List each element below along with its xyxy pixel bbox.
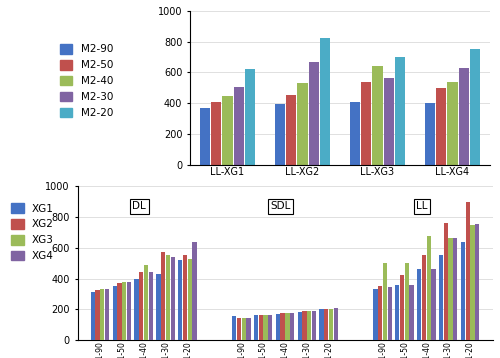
Bar	[350, 102, 360, 165]
Bar	[312, 311, 316, 340]
Bar	[400, 275, 404, 340]
Bar	[361, 82, 372, 165]
Bar	[439, 255, 443, 340]
Bar	[395, 285, 400, 340]
Bar	[161, 252, 166, 340]
Bar	[200, 108, 210, 165]
Bar	[148, 272, 153, 340]
Bar	[178, 260, 182, 340]
Bar	[166, 255, 170, 340]
Bar	[237, 318, 241, 340]
Bar	[264, 315, 268, 340]
Bar	[308, 62, 319, 165]
Bar	[436, 88, 446, 165]
Bar	[426, 236, 431, 340]
Bar	[448, 238, 452, 340]
Bar	[410, 285, 414, 340]
Bar	[234, 87, 244, 165]
Bar	[90, 292, 95, 340]
Bar	[475, 224, 480, 340]
Bar	[242, 318, 246, 340]
Bar	[105, 289, 109, 340]
Text: LL: LL	[416, 201, 428, 211]
Text: DL: DL	[132, 201, 146, 211]
Bar	[448, 82, 458, 165]
Bar	[470, 49, 480, 165]
Bar	[232, 316, 236, 340]
Bar	[320, 309, 324, 340]
Bar	[374, 289, 378, 340]
Text: SDL: SDL	[270, 201, 291, 211]
Bar	[334, 308, 338, 340]
Text: (a): (a)	[331, 199, 349, 212]
Bar	[417, 269, 422, 340]
Bar	[183, 256, 187, 340]
Bar	[458, 68, 469, 165]
Bar	[404, 263, 409, 340]
Bar	[100, 289, 104, 340]
Legend: M2-90, M2-50, M2-40, M2-30, M2-20: M2-90, M2-50, M2-40, M2-30, M2-20	[58, 42, 115, 120]
Legend: XG1, XG2, XG3, XG4: XG1, XG2, XG3, XG4	[9, 201, 56, 263]
Bar	[144, 265, 148, 340]
Bar	[388, 287, 392, 340]
Bar	[188, 258, 192, 340]
Bar	[222, 96, 232, 165]
Bar	[192, 242, 196, 340]
Bar	[268, 315, 272, 340]
Bar	[453, 238, 458, 340]
Bar	[286, 95, 296, 165]
Bar	[254, 315, 258, 340]
Bar	[96, 290, 100, 340]
Bar	[422, 256, 426, 340]
Bar	[329, 309, 333, 340]
Bar	[290, 313, 294, 340]
Bar	[324, 309, 328, 340]
Bar	[432, 269, 436, 340]
Bar	[245, 69, 255, 165]
Bar	[118, 283, 122, 340]
Bar	[302, 311, 306, 340]
Bar	[156, 274, 160, 340]
Bar	[275, 104, 285, 165]
Bar	[307, 311, 312, 340]
Bar	[378, 286, 382, 340]
Bar	[470, 225, 474, 340]
Bar	[383, 263, 387, 340]
Bar	[122, 282, 126, 340]
Bar	[127, 282, 131, 340]
Bar	[112, 286, 117, 340]
Bar	[211, 102, 222, 165]
Bar	[444, 223, 448, 340]
Bar	[298, 311, 302, 340]
Bar	[298, 83, 308, 165]
Bar	[258, 315, 263, 340]
Bar	[461, 242, 465, 340]
Bar	[466, 202, 470, 340]
Bar	[425, 103, 435, 165]
Bar	[285, 313, 290, 340]
Bar	[372, 66, 382, 165]
Bar	[395, 57, 405, 165]
Bar	[139, 272, 143, 340]
Bar	[246, 318, 250, 340]
Bar	[384, 78, 394, 165]
Bar	[280, 313, 285, 340]
Bar	[134, 279, 138, 340]
Bar	[320, 38, 330, 165]
Bar	[276, 314, 280, 340]
Bar	[170, 257, 175, 340]
